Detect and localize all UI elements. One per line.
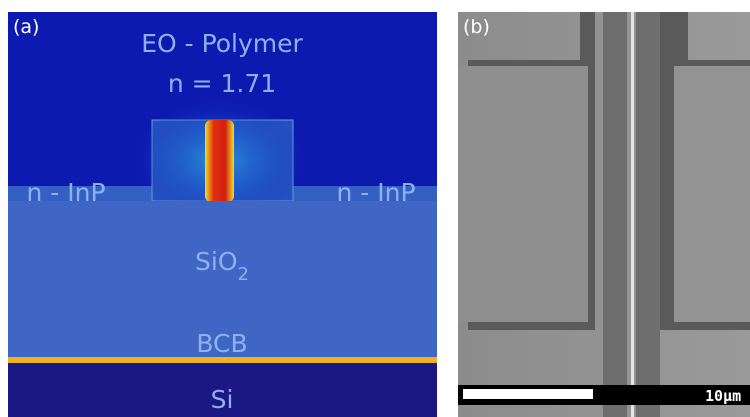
scale-label: 10µm <box>705 387 741 405</box>
layer-label: BCB <box>196 329 247 358</box>
electrode <box>603 12 627 417</box>
pad-right <box>674 66 750 322</box>
figure: (a) EO - Polymer n = 1.71 n - InP n - In… <box>0 0 750 417</box>
panel-label: (a) <box>13 16 39 38</box>
scale-bar <box>463 389 593 399</box>
panel-label: (b) <box>463 16 490 38</box>
layer-label: EO - Polymer <box>141 29 303 58</box>
pad-left <box>458 66 588 322</box>
panel-a: (a) EO - Polymer n = 1.71 n - InP n - In… <box>8 12 437 417</box>
oxide-subscript: 2 <box>238 264 249 285</box>
layer-label: n = 1.71 <box>168 69 276 98</box>
layer-label: n - InP <box>26 178 105 207</box>
layer-label: Si <box>211 385 234 414</box>
layer-label: n - InP <box>336 178 415 207</box>
oxide-text: SiO <box>195 247 238 276</box>
panel-b: 10µm (b) <box>458 12 750 417</box>
waveguide <box>631 12 634 417</box>
mode-core <box>205 120 234 202</box>
electrode <box>636 12 660 417</box>
